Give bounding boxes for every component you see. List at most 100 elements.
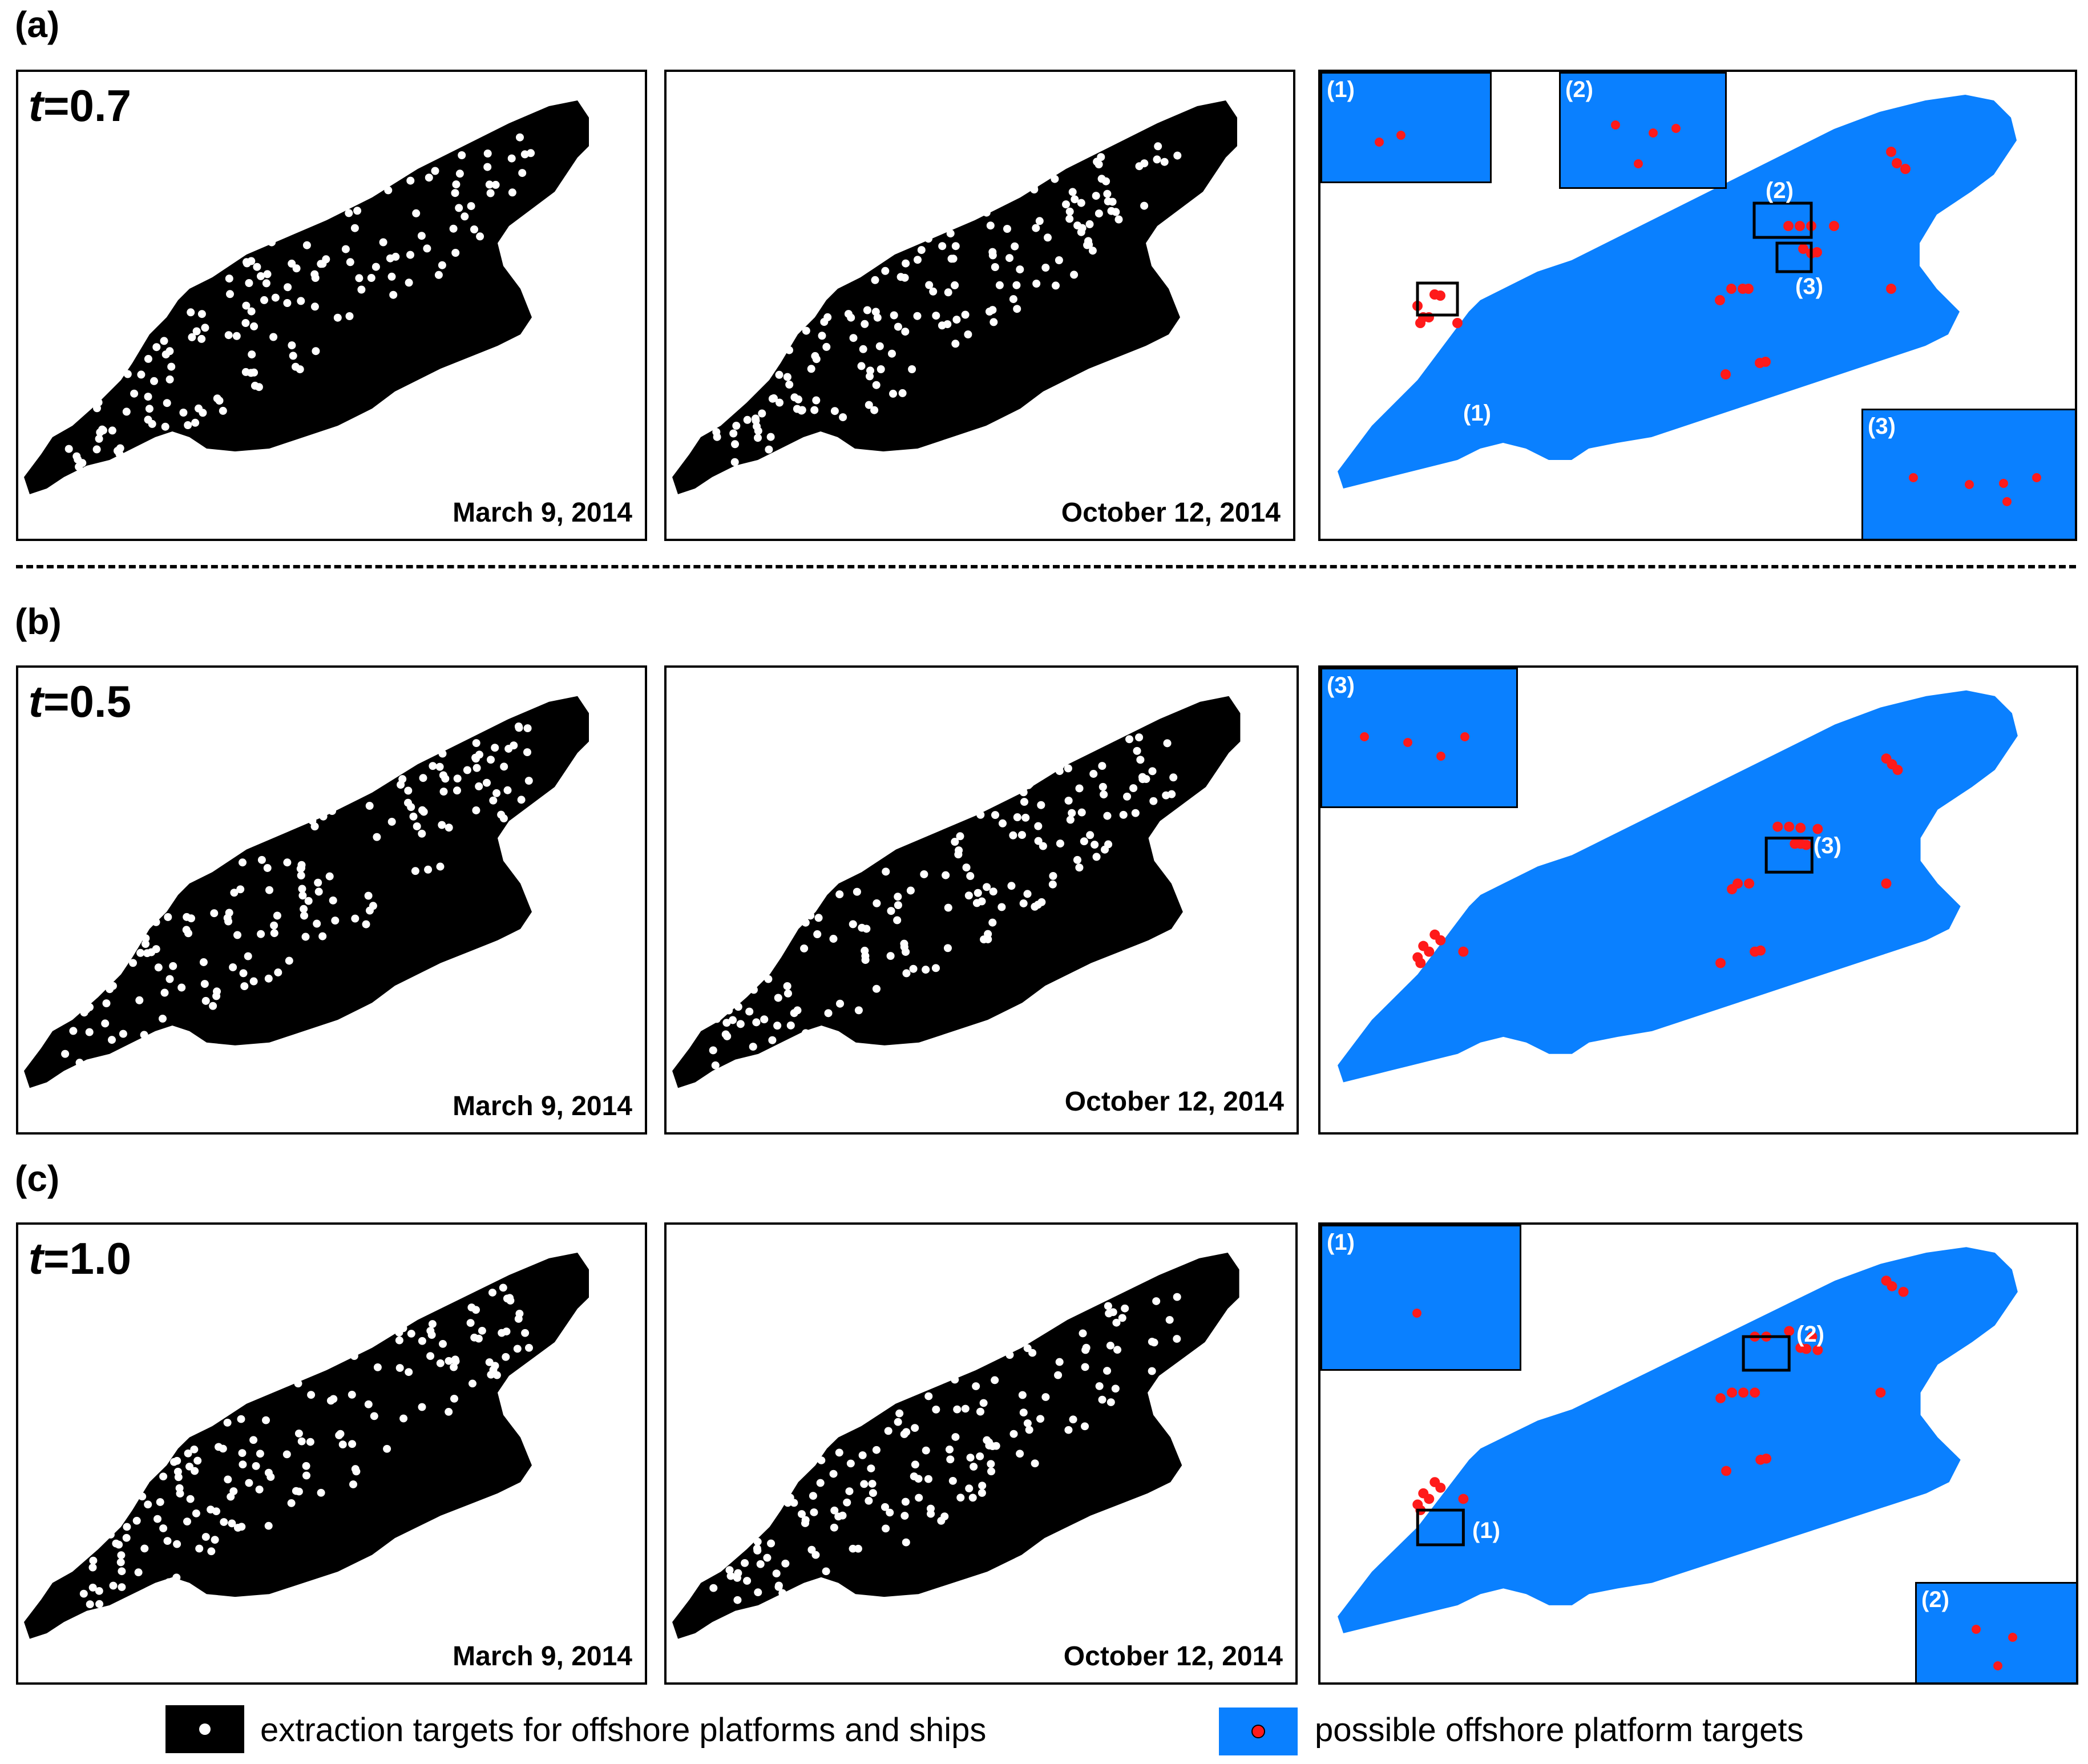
extraction-target-dot bbox=[116, 963, 125, 972]
legend-black-swatch bbox=[165, 1705, 244, 1753]
extraction-target-dot bbox=[106, 1531, 115, 1539]
extraction-target-dot bbox=[172, 1573, 181, 1582]
extraction-target-dot bbox=[450, 1395, 458, 1403]
extraction-target-dot bbox=[483, 778, 491, 787]
extraction-target-dot bbox=[313, 919, 321, 928]
extraction-target-dot bbox=[944, 903, 952, 912]
possible-platform-dot bbox=[1743, 284, 1754, 294]
extraction-target-dot bbox=[754, 1588, 762, 1597]
extraction-target-dot bbox=[945, 1446, 954, 1454]
extraction-target-dot bbox=[902, 1538, 910, 1547]
extraction-target-dot bbox=[399, 1324, 407, 1333]
extraction-target-dot bbox=[472, 739, 480, 748]
extraction-target-dot bbox=[1011, 242, 1019, 251]
extraction-target-dot bbox=[824, 1009, 833, 1018]
extraction-target-dot bbox=[829, 1470, 838, 1478]
map-box-label-2: (2) bbox=[1796, 1322, 1824, 1347]
extraction-target-dot bbox=[725, 1566, 734, 1575]
extraction-target-dot bbox=[964, 330, 972, 338]
extraction-target-dot bbox=[154, 1515, 161, 1523]
extraction-target-dot bbox=[370, 1412, 378, 1420]
panel-a-result: (1) (2) (3) (2) (3) (1) bbox=[1318, 70, 2077, 541]
extraction-target-dot bbox=[418, 1337, 426, 1345]
extraction-target-dot bbox=[1129, 784, 1138, 793]
extraction-target-dot bbox=[946, 1455, 955, 1464]
extraction-target-dot bbox=[1025, 1426, 1033, 1434]
extraction-target-dot bbox=[949, 255, 958, 263]
possible-platform-dot bbox=[1875, 1387, 1886, 1398]
extraction-target-dot bbox=[523, 724, 532, 733]
possible-platform-dot bbox=[1760, 357, 1771, 367]
extraction-target-dot bbox=[439, 771, 447, 780]
black-mask-map bbox=[24, 100, 589, 494]
extraction-target-dot bbox=[1173, 1293, 1181, 1301]
extraction-target-dot bbox=[914, 256, 922, 264]
extraction-target-dot bbox=[387, 818, 396, 826]
extraction-target-dot bbox=[932, 1406, 940, 1414]
extraction-target-dot bbox=[169, 962, 177, 970]
zoom-box bbox=[1764, 837, 1814, 874]
extraction-target-dot bbox=[721, 1030, 730, 1039]
extraction-target-dot bbox=[470, 225, 478, 233]
panel-b-march: t=0.5 March 9, 2014 bbox=[16, 665, 647, 1135]
extraction-target-dot bbox=[270, 921, 278, 930]
extraction-target-dot bbox=[333, 313, 342, 322]
extraction-target-dot bbox=[740, 1536, 749, 1545]
extraction-target-dot bbox=[1107, 207, 1116, 215]
extraction-target-dot bbox=[982, 796, 991, 805]
possible-platform-dot bbox=[1415, 958, 1426, 968]
extraction-target-dot bbox=[386, 254, 394, 263]
extraction-target-dot bbox=[318, 932, 327, 940]
extraction-target-dot bbox=[943, 944, 952, 952]
extraction-target-dot bbox=[210, 909, 219, 918]
legend-blue-swatch bbox=[1219, 1708, 1298, 1755]
extraction-target-dot bbox=[713, 1560, 722, 1569]
extraction-target-dot bbox=[793, 405, 801, 413]
extraction-target-dot bbox=[167, 362, 176, 371]
extraction-target-dot bbox=[783, 982, 791, 990]
extraction-target-dot bbox=[713, 433, 721, 441]
extraction-target-dot bbox=[190, 1445, 199, 1454]
extraction-target-dot bbox=[199, 958, 208, 966]
extraction-target-dot bbox=[257, 930, 265, 938]
extraction-target-dot bbox=[920, 870, 928, 878]
extraction-target-dot bbox=[801, 918, 810, 927]
extraction-target-dot bbox=[191, 1467, 199, 1475]
extraction-target-dot bbox=[298, 891, 307, 900]
possible-platform-dot bbox=[1727, 884, 1738, 895]
extraction-target-dot bbox=[397, 781, 405, 789]
possible-platform-dot bbox=[1887, 1281, 1897, 1291]
extraction-target-dot bbox=[86, 1003, 94, 1011]
extraction-target-dot bbox=[186, 1495, 195, 1503]
extraction-target-dot bbox=[451, 189, 459, 197]
extraction-target-dot bbox=[283, 858, 292, 867]
extraction-target-dot bbox=[987, 1460, 995, 1468]
extraction-target-dot bbox=[938, 242, 947, 251]
extraction-target-dot bbox=[1173, 1335, 1181, 1343]
extraction-target-dot bbox=[451, 249, 460, 257]
extraction-target-dot bbox=[164, 1578, 173, 1587]
extraction-target-dot bbox=[1092, 853, 1101, 861]
possible-platform-dot bbox=[1892, 158, 1902, 168]
extraction-target-dot bbox=[802, 326, 810, 335]
extraction-target-dot bbox=[813, 930, 822, 938]
extraction-target-dot bbox=[944, 288, 952, 297]
extraction-target-dot bbox=[244, 952, 252, 960]
extraction-target-dot bbox=[763, 1553, 772, 1562]
extraction-target-dot bbox=[384, 186, 393, 195]
extraction-target-dot bbox=[88, 1563, 97, 1572]
extraction-target-dot bbox=[910, 1472, 918, 1480]
extraction-target-dot bbox=[395, 1336, 403, 1345]
extraction-target-dot bbox=[364, 891, 373, 900]
possible-platform-dot bbox=[1755, 945, 1766, 956]
extraction-target-dot bbox=[450, 1363, 458, 1371]
extraction-target-dot bbox=[1073, 221, 1082, 230]
black-mask-map bbox=[24, 1253, 589, 1639]
extraction-target-dot bbox=[814, 914, 823, 922]
extraction-target-dot bbox=[75, 463, 83, 471]
extraction-target-dot bbox=[108, 426, 116, 435]
extraction-target-dot bbox=[351, 1465, 360, 1473]
extraction-target-dot bbox=[1016, 1450, 1024, 1458]
extraction-target-dot bbox=[783, 1499, 792, 1507]
extraction-target-dot bbox=[165, 347, 174, 356]
